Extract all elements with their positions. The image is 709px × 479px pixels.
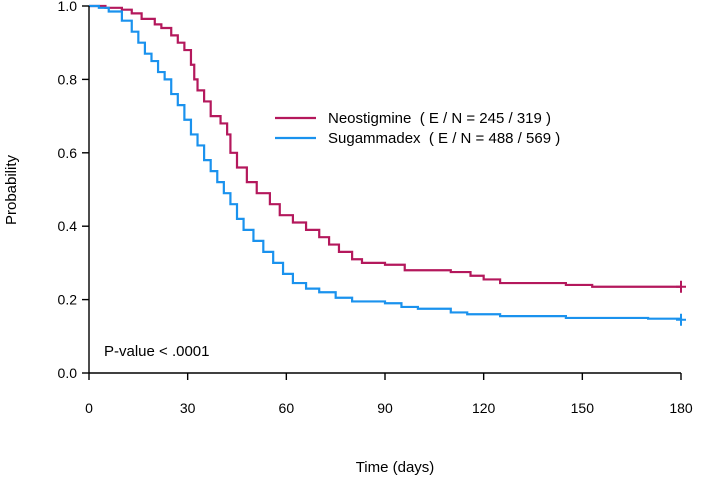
x-tick-label: 60 (279, 400, 295, 416)
x-tick-label: 90 (377, 400, 393, 416)
p-value-annotation: P-value < .0001 (104, 343, 210, 360)
x-tick-label: 150 (571, 400, 595, 416)
x-tick-label: 0 (85, 400, 93, 416)
x-axis-label: Time (days) (356, 459, 435, 476)
legend: Neostigmine ( E / N = 245 / 319 ) Sugamm… (275, 110, 560, 147)
x-tick-label: 120 (472, 400, 496, 416)
censor-mark-neostigmine (676, 280, 686, 293)
y-tick-label: 1.0 (58, 0, 78, 14)
x-tick-label: 30 (180, 400, 196, 416)
y-tick-label: 0.4 (58, 218, 78, 234)
series-line-neostigmine (89, 4, 681, 288)
axes: 0 30 60 90 120 150 180 0.0 0.2 0.4 0.6 0.8 1.0 (58, 0, 693, 416)
survival-curves (89, 4, 686, 326)
legend-label-neostigmine: Neostigmine ( E / N = 245 / 319 ) (328, 110, 551, 127)
y-tick-label: 0.8 (58, 71, 78, 87)
y-axis-ticks: 0.0 0.2 0.4 0.6 0.8 1.0 (58, 0, 89, 381)
y-axis-label: Probability (3, 154, 20, 225)
censor-mark-sugammadex (676, 313, 686, 326)
series-line-sugammadex (89, 4, 683, 320)
legend-label-sugammadex: Sugammadex ( E / N = 488 / 569 ) (328, 130, 560, 147)
x-axis-ticks: 0 30 60 90 120 150 180 (85, 373, 693, 416)
y-tick-label: 0.0 (58, 365, 78, 381)
y-tick-label: 0.6 (58, 145, 78, 161)
x-tick-label: 180 (669, 400, 693, 416)
y-tick-label: 0.2 (58, 292, 78, 308)
